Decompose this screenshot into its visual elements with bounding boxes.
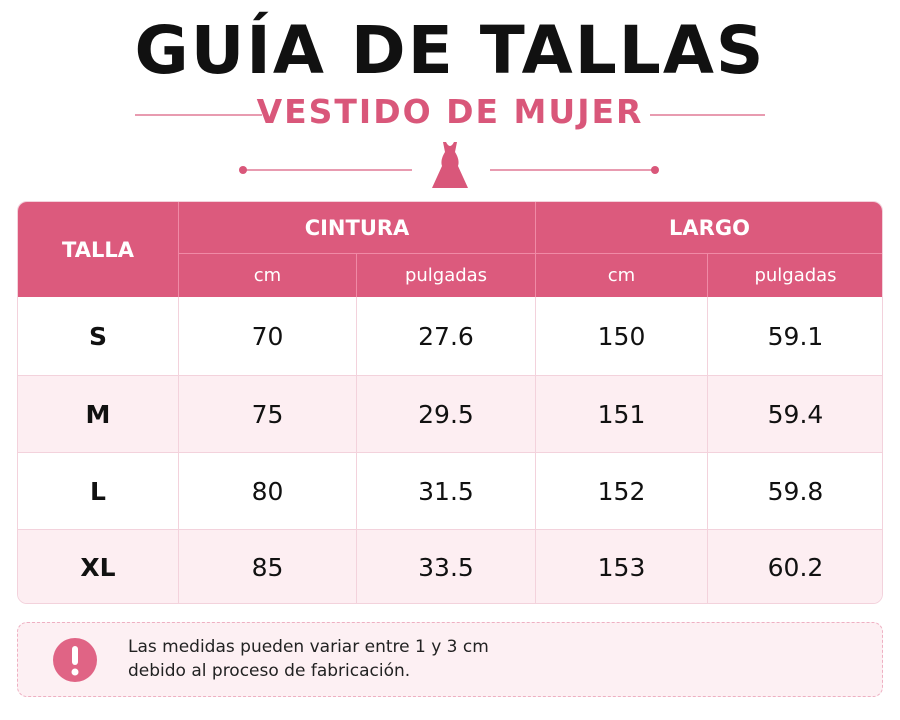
note: Las medidas pueden variar entre 1 y 3 cm… xyxy=(17,622,883,697)
measurement: 85 xyxy=(179,530,357,603)
measurement: 153 xyxy=(536,530,708,603)
measurement: 31.5 xyxy=(357,453,536,530)
measurement: 75 xyxy=(179,376,357,453)
note-line: debido al proceso de fabricación. xyxy=(128,661,411,681)
warning-icon xyxy=(53,638,97,682)
measurement: 151 xyxy=(536,376,708,453)
measurement: 70 xyxy=(179,297,357,376)
unit-header: cm xyxy=(536,254,708,297)
title: GUÍA DE TALLAS xyxy=(134,12,766,89)
size-table: TALLA CINTURA LARGO cm pulgadas cm pulgadas S 70… xyxy=(17,201,883,604)
measurement: 33.5 xyxy=(357,530,536,603)
measurement: 80 xyxy=(179,453,357,530)
measurement: 29.5 xyxy=(357,376,536,453)
note-line: Las medidas pueden variar entre 1 y 3 cm xyxy=(128,637,489,657)
group-header: CINTURA xyxy=(179,202,536,254)
measurement: 152 xyxy=(536,453,708,530)
measurement: 59.4 xyxy=(708,376,882,453)
corner-header: TALLA xyxy=(18,202,179,297)
size-label: XL xyxy=(18,530,179,603)
measurement: 60.2 xyxy=(708,530,882,603)
measurement: 59.1 xyxy=(708,297,882,376)
unit-header: cm xyxy=(179,254,357,297)
measurement: 59.8 xyxy=(708,453,882,530)
size-label: S xyxy=(18,297,179,376)
subtitle: VESTIDO DE MUJER xyxy=(256,92,644,131)
unit-header: pulgadas xyxy=(357,254,536,297)
decoration xyxy=(135,114,765,188)
size-label: M xyxy=(18,376,179,453)
group-header: LARGO xyxy=(536,202,882,254)
unit-header: pulgadas xyxy=(708,254,882,297)
measurement: 150 xyxy=(536,297,708,376)
size-label: L xyxy=(18,453,179,530)
measurement: 27.6 xyxy=(357,297,536,376)
